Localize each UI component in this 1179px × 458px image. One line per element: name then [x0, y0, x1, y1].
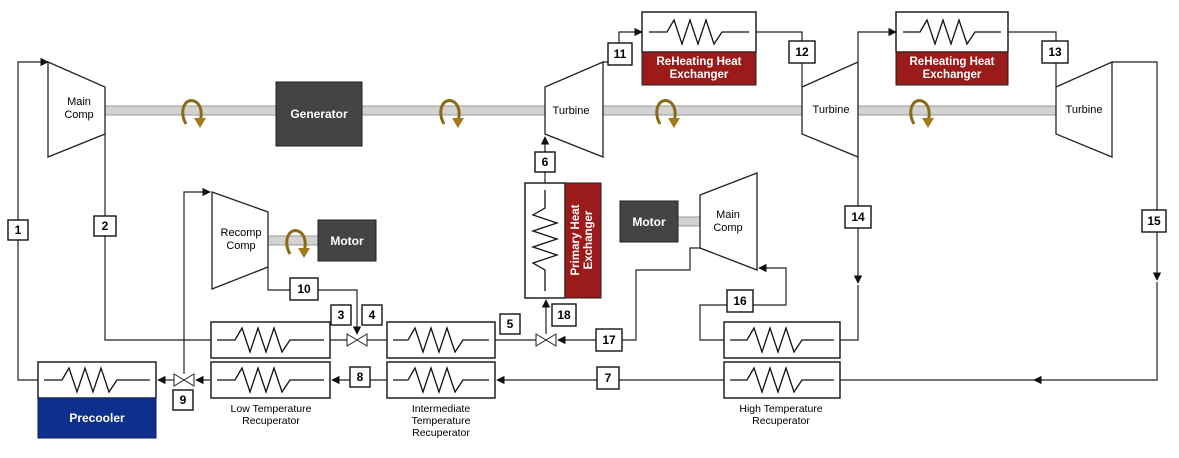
flow-13a — [857, 27, 897, 62]
state-point-2: 2 — [93, 215, 117, 237]
svg-text:1: 1 — [15, 223, 22, 237]
itr-cold-coil — [393, 325, 489, 355]
svg-text:12: 12 — [795, 45, 809, 59]
state-point-11: 11 — [607, 42, 633, 66]
motor-2-label: Motor — [632, 215, 666, 229]
turbine-1 — [544, 61, 604, 158]
turbine-3-label: Turbine — [1066, 104, 1103, 116]
ltr-cold-coil — [217, 325, 324, 355]
state-point-10: 10 — [289, 277, 319, 301]
ltr-label: Low Temperature Recuperator — [231, 403, 312, 427]
svg-text:5: 5 — [507, 317, 514, 331]
state-point-3: 3 — [330, 304, 352, 326]
flow-2 — [104, 175, 211, 341]
main-compressor-1-label: Main Comp — [64, 96, 93, 121]
precooler-label: Precooler — [69, 411, 125, 425]
svg-text:8: 8 — [357, 370, 364, 384]
itr-label: Intermediate Temperature Recuperator — [412, 403, 471, 439]
flow-17 — [557, 247, 700, 345]
svg-text:18: 18 — [557, 308, 571, 322]
motor-1-label: Motor — [330, 234, 364, 248]
reheat-hx-2-label: ReHeating Heat Exchanger — [910, 56, 995, 81]
svg-text:16: 16 — [733, 294, 747, 308]
svg-text:7: 7 — [605, 371, 612, 385]
svg-text:3: 3 — [338, 308, 345, 322]
htr-cold-coil — [730, 325, 834, 355]
main-shaft-3 — [857, 105, 1057, 116]
valve-mixer-ltr — [346, 333, 368, 347]
reheat-hx-1-label: ReHeating Heat Exchanger — [657, 56, 742, 81]
svg-text:2: 2 — [102, 219, 109, 233]
svg-text:9: 9 — [180, 393, 187, 407]
valve-precooler-split — [173, 373, 195, 387]
svg-text:13: 13 — [1048, 45, 1062, 59]
state-point-1: 1 — [7, 219, 29, 241]
state-point-18: 18 — [551, 303, 577, 327]
svg-text:6: 6 — [542, 155, 549, 169]
flow-13 — [1008, 31, 1057, 87]
generator-box — [275, 81, 363, 147]
main-compressor-2-label: Main Comp — [713, 209, 742, 234]
reheat-hx-1-box — [641, 51, 757, 86]
svg-text:14: 14 — [851, 210, 865, 224]
turbine-1-label: Turbine — [553, 105, 590, 117]
generator-label: Generator — [290, 107, 348, 121]
state-point-6: 6 — [534, 151, 556, 173]
ltr-hot-coil — [217, 365, 324, 395]
state-point-7: 7 — [596, 366, 620, 390]
main-shaft-2 — [589, 105, 803, 116]
itr-hot-coil — [393, 365, 489, 395]
flow-14b — [840, 285, 859, 341]
state-point-5: 5 — [499, 313, 521, 335]
svg-text:11: 11 — [614, 47, 627, 61]
state-point-15: 15 — [1141, 209, 1167, 233]
svg-text:10: 10 — [297, 282, 311, 296]
svg-text:15: 15 — [1147, 214, 1161, 228]
primary-hx-box — [564, 182, 602, 299]
htr-label: High Temperature Recuperator — [739, 403, 822, 427]
flow-15b — [1033, 282, 1158, 385]
state-point-9: 9 — [172, 389, 194, 411]
precooler-box — [37, 397, 157, 439]
motor-shaft-2 — [677, 216, 701, 227]
svg-text:17: 17 — [602, 333, 616, 347]
flow-recomp-in — [183, 187, 211, 374]
rotation-arrow-3 — [655, 99, 680, 128]
svg-text:4: 4 — [369, 308, 376, 322]
state-point-14: 14 — [844, 205, 872, 229]
turbine-3 — [1055, 60, 1113, 158]
recomp-shaft — [267, 235, 321, 246]
reheat-hx-2-coil — [903, 17, 1001, 47]
recompressor-label: Recomp Comp — [221, 227, 262, 252]
reheat-hx-2-box — [895, 51, 1009, 86]
rotation-arrow-4 — [909, 99, 934, 128]
rotation-arrow-5 — [285, 229, 310, 258]
flow-12 — [756, 31, 803, 87]
state-point-13: 13 — [1041, 40, 1069, 64]
primary-hx-coil — [530, 190, 560, 291]
htr-hot-coil — [730, 365, 834, 395]
turbine-2-label: Turbine — [813, 104, 850, 116]
valve-mixer-primary — [535, 333, 557, 347]
reheat-hx-1-coil — [649, 17, 749, 47]
primary-hx-label: Primary HeatExchanger — [570, 204, 595, 275]
precooler-coil — [44, 365, 150, 395]
state-point-17: 17 — [595, 328, 623, 352]
state-point-12: 12 — [788, 40, 816, 64]
main-compressor-2 — [699, 172, 758, 271]
flow-15 — [1112, 61, 1162, 281]
motor-2-box — [619, 200, 679, 243]
motor-1-box — [317, 219, 377, 262]
state-point-4: 4 — [361, 304, 383, 326]
rotation-arrow-1 — [181, 99, 206, 128]
state-point-8: 8 — [349, 366, 371, 388]
state-point-16: 16 — [726, 289, 754, 313]
rotation-arrow-2 — [439, 99, 464, 128]
